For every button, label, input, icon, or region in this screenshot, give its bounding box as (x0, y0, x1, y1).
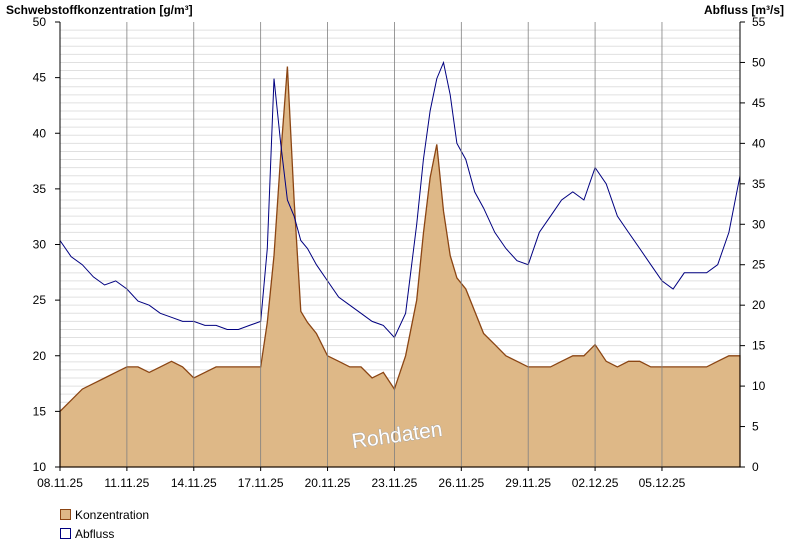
left-tick-label: 40 (33, 126, 47, 140)
x-tick-label: 17.11.25 (238, 476, 284, 490)
left-tick-label: 15 (33, 404, 47, 418)
x-tick-label: 11.11.25 (104, 476, 149, 490)
right-tick-label: 55 (752, 15, 766, 29)
legend-item-flow: Abfluss (60, 524, 149, 543)
x-tick-label: 26.11.25 (438, 476, 484, 490)
flow-line (59, 60, 741, 339)
right-tick-label: 20 (752, 298, 766, 312)
concentration-area (59, 66, 741, 468)
left-tick-label: 50 (33, 15, 47, 29)
right-tick-label: 30 (752, 217, 766, 231)
right-tick-label: 45 (752, 96, 766, 110)
right-tick-label: 40 (752, 136, 766, 150)
left-tick-label: 10 (33, 460, 47, 474)
legend-swatch-concentration (60, 509, 71, 520)
right-tick-label: 50 (752, 55, 766, 69)
left-tick-label: 35 (33, 182, 47, 196)
flow-series (59, 60, 741, 339)
legend-swatch-flow (60, 528, 71, 539)
right-tick-label: 5 (752, 420, 759, 434)
x-tick-label: 20.11.25 (305, 476, 351, 490)
x-tick-label: 05.12.25 (639, 476, 686, 490)
left-axis-title: Schwebstoffkonzentration [g/m³] (6, 3, 193, 17)
x-tick-label: 08.11.25 (37, 476, 83, 490)
right-axis-title: Abfluss [m³/s] (704, 3, 784, 17)
right-tick-label: 25 (752, 258, 766, 272)
right-tick-label: 10 (752, 379, 766, 393)
legend-label-concentration: Konzentration (75, 507, 150, 522)
right-tick-label: 0 (752, 460, 759, 474)
tick-labels: 08.11.25 11.11.25 14.11.25 17.11.25 20.11.25… (33, 15, 766, 490)
legend-item-concentration: Konzentration (60, 505, 149, 524)
left-tick-label: 30 (33, 238, 47, 252)
x-tick-label: 14.11.25 (171, 476, 217, 490)
x-tick-label: 02.12.25 (572, 476, 619, 490)
right-tick-label: 15 (752, 339, 766, 353)
x-tick-label: 23.11.25 (372, 476, 418, 490)
axes (55, 21, 745, 471)
x-tick-label: 29.11.25 (505, 476, 551, 490)
legend-label-flow: Abfluss (75, 526, 115, 541)
left-tick-label: 20 (33, 349, 47, 363)
concentration-series (59, 66, 741, 468)
right-tick-label: 35 (752, 177, 766, 191)
left-tick-label: 25 (33, 293, 47, 307)
legend: Konzentration Abfluss (60, 505, 149, 543)
left-tick-label: 45 (33, 71, 47, 85)
